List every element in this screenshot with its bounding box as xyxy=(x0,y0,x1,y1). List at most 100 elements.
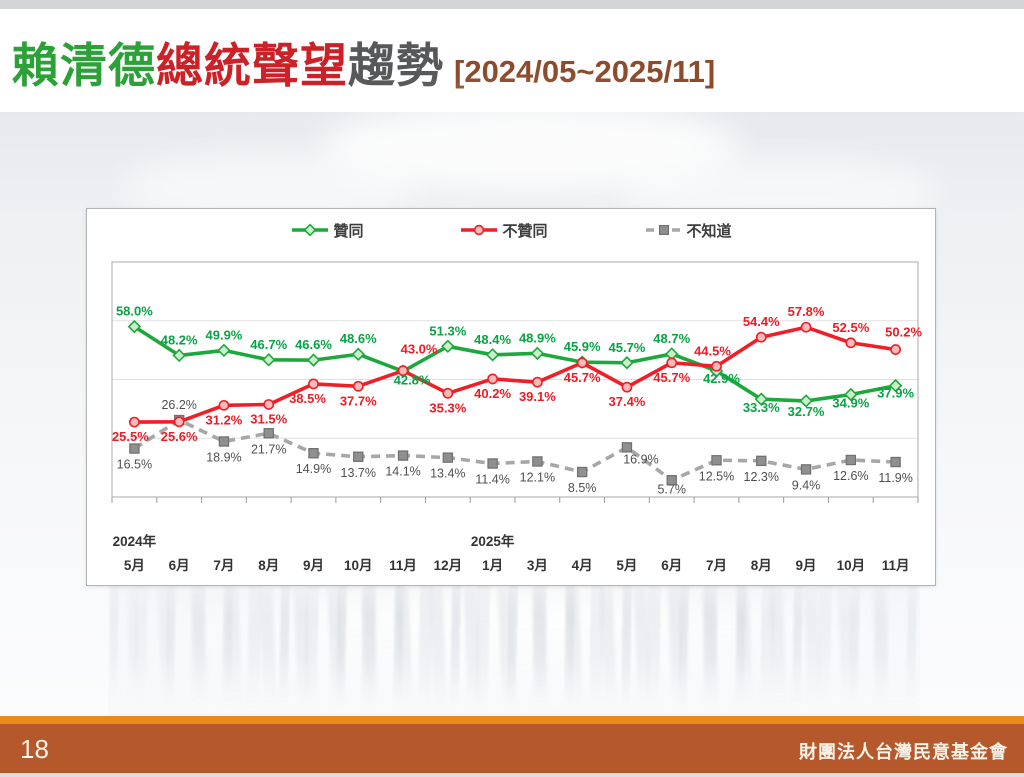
legend-item-dontknow: 不知道 xyxy=(644,220,732,241)
svg-text:39.1%: 39.1% xyxy=(519,389,556,404)
svg-text:44.5%: 44.5% xyxy=(694,343,731,358)
svg-text:43.0%: 43.0% xyxy=(401,342,438,357)
svg-text:13.4%: 13.4% xyxy=(430,467,465,481)
svg-text:12.3%: 12.3% xyxy=(744,470,779,484)
svg-text:25.6%: 25.6% xyxy=(161,429,198,444)
svg-text:9月: 9月 xyxy=(796,558,817,573)
title-date-range: [2024/05~2025/11] xyxy=(454,54,716,89)
svg-text:57.8%: 57.8% xyxy=(788,304,825,319)
title-segment-trend: 趨勢 xyxy=(348,39,444,92)
legend-label: 贊同 xyxy=(333,222,364,240)
svg-text:16.9%: 16.9% xyxy=(623,452,658,466)
svg-text:25.5%: 25.5% xyxy=(112,429,149,444)
svg-text:10月: 10月 xyxy=(344,558,373,573)
svg-text:3月: 3月 xyxy=(527,558,548,573)
svg-text:37.4%: 37.4% xyxy=(609,394,646,409)
svg-text:2024年: 2024年 xyxy=(113,533,157,549)
svg-text:46.6%: 46.6% xyxy=(295,337,332,352)
svg-text:46.7%: 46.7% xyxy=(250,337,287,352)
footer: 18 財團法人台灣民意基金會 xyxy=(0,716,1024,777)
svg-text:8.5%: 8.5% xyxy=(568,481,597,495)
chart-legend: 贊同 不贊同 不知道 xyxy=(87,219,935,241)
svg-text:7月: 7月 xyxy=(706,558,727,573)
svg-text:45.7%: 45.7% xyxy=(609,340,646,355)
svg-text:14.9%: 14.9% xyxy=(296,462,331,476)
legend-item-disapprove: 不贊同 xyxy=(459,220,548,241)
svg-text:11.4%: 11.4% xyxy=(475,473,510,487)
svg-text:40.2%: 40.2% xyxy=(474,386,511,401)
svg-text:8月: 8月 xyxy=(258,558,279,573)
svg-text:12.5%: 12.5% xyxy=(699,469,734,483)
footer-bottom-band xyxy=(0,773,1024,777)
crowd-silhouettes-watermark xyxy=(110,580,920,720)
svg-text:21.7%: 21.7% xyxy=(251,442,286,456)
legend-label: 不知道 xyxy=(686,222,732,240)
svg-text:52.5%: 52.5% xyxy=(832,320,869,335)
svg-text:45.7%: 45.7% xyxy=(564,370,601,385)
svg-text:38.5%: 38.5% xyxy=(289,391,326,406)
trend-chart-svg: 2024年 2025年 5月 6月 7月 8月 9月 10月 11月 12月 1月 3月 4月 5月 6月 7… xyxy=(111,261,922,573)
svg-text:35.3%: 35.3% xyxy=(429,400,466,415)
page-number: 18 xyxy=(20,734,49,764)
dontknow-legend-marker-icon xyxy=(645,224,682,236)
svg-text:42.9%: 42.9% xyxy=(703,371,740,386)
svg-text:11月: 11月 xyxy=(389,558,417,573)
svg-text:9.4%: 9.4% xyxy=(792,478,821,492)
svg-text:1月: 1月 xyxy=(482,558,503,573)
svg-text:37.7%: 37.7% xyxy=(340,393,377,408)
legend-label: 不贊同 xyxy=(502,222,548,240)
svg-text:12月: 12月 xyxy=(434,558,463,573)
svg-text:48.4%: 48.4% xyxy=(474,332,511,347)
svg-text:4月: 4月 xyxy=(572,558,593,573)
svg-text:34.9%: 34.9% xyxy=(832,395,869,410)
footer-bar: 18 財團法人台灣民意基金會 xyxy=(0,724,1024,773)
svg-text:50.2%: 50.2% xyxy=(885,325,922,340)
approve-legend-marker-icon xyxy=(292,223,329,237)
svg-text:51.3%: 51.3% xyxy=(429,323,466,338)
header: 賴清德總統聲望趨勢 [2024/05~2025/11] xyxy=(0,9,1024,112)
title-segment-topic: 總統聲望 xyxy=(156,39,348,92)
legend-item-approve: 贊同 xyxy=(290,220,363,241)
content-area: 2024年 2025年 5月 6月 7月 8月 9月 10月 11月 12月 1月 3月 4月 5月 6月 7… xyxy=(0,102,1024,722)
svg-text:48.9%: 48.9% xyxy=(519,330,556,345)
svg-text:16.5%: 16.5% xyxy=(117,458,152,472)
svg-text:6月: 6月 xyxy=(661,558,682,573)
svg-text:13.7%: 13.7% xyxy=(341,466,376,480)
svg-text:42.8%: 42.8% xyxy=(394,372,431,387)
chart-card: 2024年 2025年 5月 6月 7月 8月 9月 10月 11月 12月 1月 3月 4月 5月 6月 7… xyxy=(86,208,936,586)
svg-text:14.1%: 14.1% xyxy=(385,465,420,479)
page-title: 賴清德總統聲望趨勢 [2024/05~2025/11] xyxy=(12,27,715,96)
svg-text:12.6%: 12.6% xyxy=(833,469,868,483)
svg-text:18.9%: 18.9% xyxy=(206,450,241,464)
svg-text:37.9%: 37.9% xyxy=(877,386,914,401)
svg-text:8月: 8月 xyxy=(751,558,772,573)
title-segment-name: 賴清德 xyxy=(12,39,156,92)
svg-text:5月: 5月 xyxy=(124,558,145,573)
svg-text:45.9%: 45.9% xyxy=(564,339,601,354)
svg-text:32.7%: 32.7% xyxy=(788,404,825,419)
svg-text:48.6%: 48.6% xyxy=(340,331,377,346)
svg-text:9月: 9月 xyxy=(303,558,324,573)
svg-text:58.0%: 58.0% xyxy=(116,304,153,319)
svg-text:5月: 5月 xyxy=(616,558,637,573)
svg-text:45.7%: 45.7% xyxy=(653,370,690,385)
svg-text:7月: 7月 xyxy=(213,558,234,573)
svg-text:31.5%: 31.5% xyxy=(250,411,287,426)
svg-text:48.7%: 48.7% xyxy=(653,331,690,346)
svg-text:6月: 6月 xyxy=(169,558,190,573)
svg-text:11.9%: 11.9% xyxy=(878,471,913,485)
svg-text:2025年: 2025年 xyxy=(471,533,515,549)
svg-text:5.7%: 5.7% xyxy=(657,482,686,496)
disapprove-legend-marker-icon xyxy=(461,224,498,236)
svg-text:33.3%: 33.3% xyxy=(743,400,780,415)
footer-org-name: 財團法人台灣民意基金會 xyxy=(799,742,1008,762)
svg-text:31.2%: 31.2% xyxy=(206,412,243,427)
footer-orange-stripe xyxy=(0,716,1024,724)
svg-text:11月: 11月 xyxy=(882,558,910,573)
svg-text:10月: 10月 xyxy=(837,558,866,573)
top-strip xyxy=(0,0,1024,9)
svg-text:12.1%: 12.1% xyxy=(520,470,555,484)
svg-text:49.9%: 49.9% xyxy=(206,327,243,342)
svg-text:48.2%: 48.2% xyxy=(161,332,198,347)
